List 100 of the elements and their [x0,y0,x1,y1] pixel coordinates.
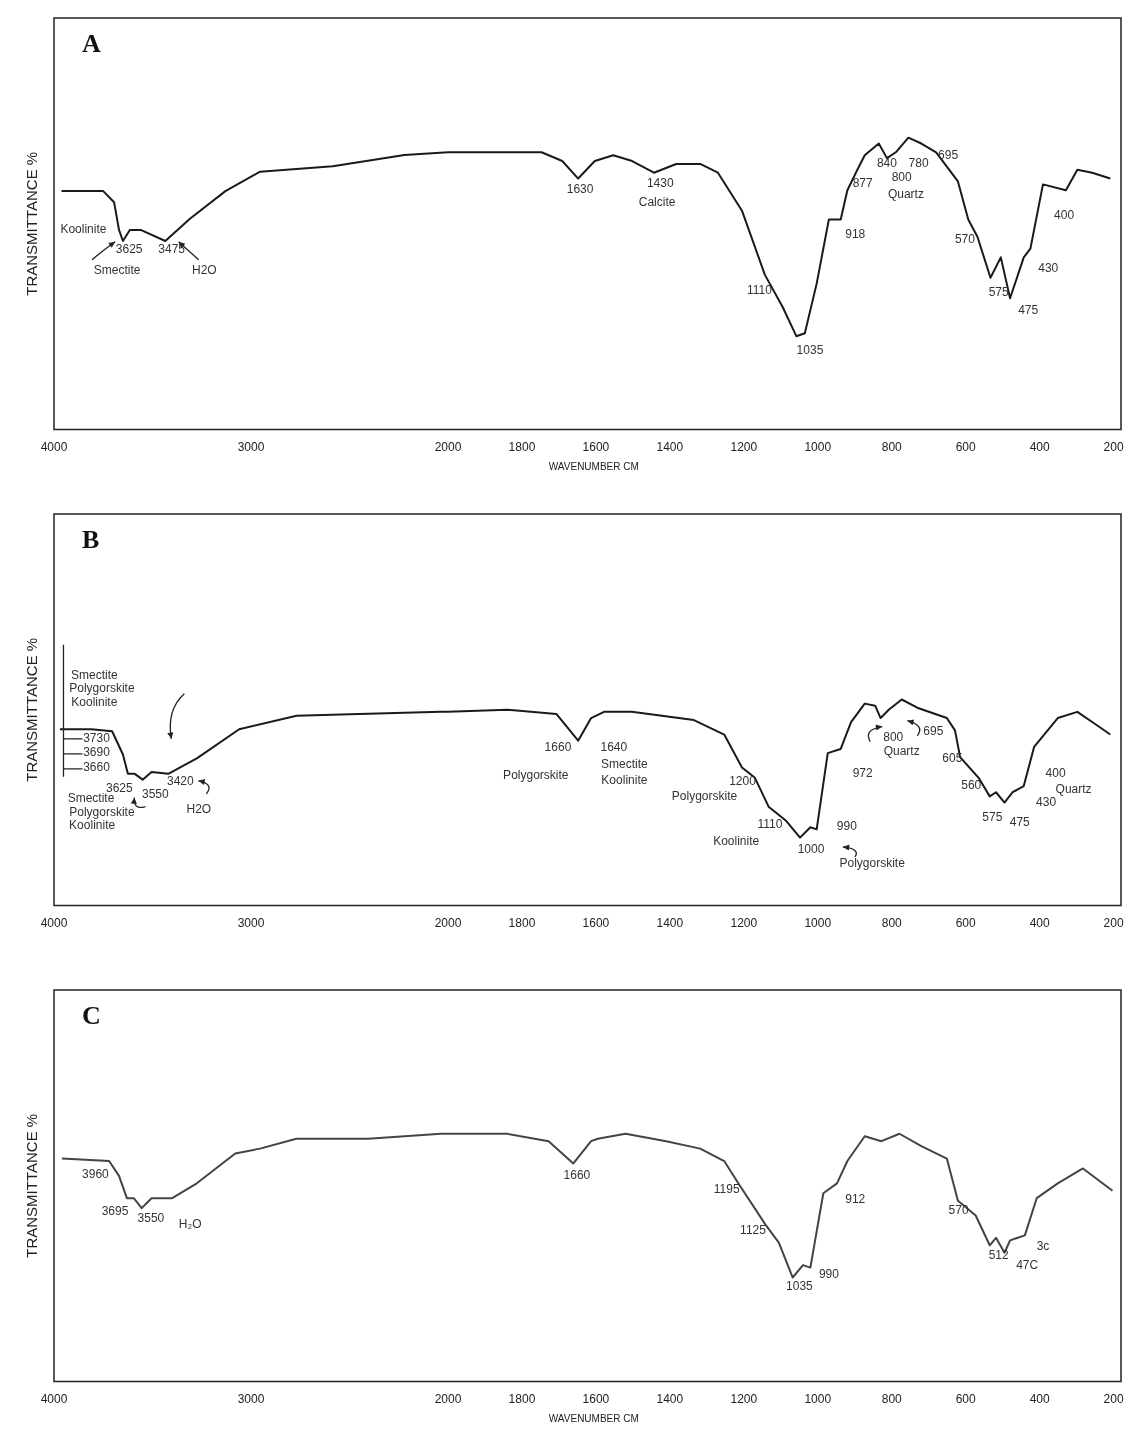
annotation: 560 [961,778,982,793]
annotation: 575 [988,284,1010,299]
x-tick-label: 3000 [237,440,265,455]
x-tick-label: 600 [955,1392,977,1407]
annotation: 3695 [101,1203,129,1218]
annotation: Calcite [638,195,676,210]
annotation: 3625 [115,242,143,257]
annotation: Koolinite [60,221,107,236]
x-tick-label: 3000 [237,1392,265,1407]
annotation: 912 [845,1192,866,1207]
x-tick-label: 1000 [804,440,832,455]
annotation: 1035 [786,1279,814,1294]
x-tick-label: 1400 [656,440,684,455]
x-tick-label: 600 [955,916,977,931]
annotation: 3960 [82,1167,110,1182]
x-tick-label: 2000 [434,916,462,931]
annotation: 1110 [757,817,783,832]
annotation: 877 [852,175,873,190]
x-tick-label: 3000 [237,916,265,931]
x-axis-title: WAVENUMBER CM [548,461,639,473]
annotation: Smectite [93,262,141,277]
annotation: Koolinite [69,818,116,833]
annotation: 972 [852,766,873,781]
annotation: 575 [982,809,1003,824]
chart-title: B [82,524,100,554]
annotation: 3c [1036,1239,1050,1254]
annotation: 1640 [600,739,628,754]
annotation: Quartz [883,744,920,759]
annotation: H₂O [178,1216,202,1231]
annotation: 570 [954,231,976,246]
y-axis-title: TRANSMITTANCE % [23,151,41,296]
annotation: 1195 [713,1182,740,1197]
annotation: 1000 [797,842,825,857]
annotation: Koolinite [713,834,760,849]
x-tick-label: 1600 [582,916,610,931]
x-tick-label: 2000 [434,1392,462,1407]
x-tick-label: 400 [1029,916,1050,931]
annotation: 1630 [566,181,594,196]
annotation: Polygorskite [69,804,135,819]
x-tick-label: 1200 [730,916,758,931]
annotation: 1660 [544,739,572,754]
annotation: Polygorskite [671,789,738,804]
annotation: 475 [1018,302,1039,317]
annotation: 1200 [729,774,757,789]
annotation: 1035 [796,343,824,358]
annotation: 3550 [137,1211,165,1226]
annotation: Quartz [1055,781,1092,796]
text: Koolinite [71,695,118,710]
x-tick-label: 200 [1103,916,1124,931]
annotation: 990 [818,1267,840,1282]
annotation: 695 [938,148,959,163]
annotation: Quartz [887,186,924,201]
annotation: 780 [908,156,929,171]
annotation: 1125 [740,1223,767,1238]
annotation: 3690 [83,745,111,760]
y-axis-title: TRANSMITTANCE % [23,637,41,782]
annotation: 400 [1054,208,1075,223]
x-tick-label: 800 [881,1392,903,1407]
annotation: 47C [1016,1258,1039,1272]
annotation: Polygorskite [503,767,569,782]
annotation: 3730 [83,731,111,746]
x-tick-label: 1200 [730,440,758,455]
annotation: 430 [1036,795,1057,810]
x-tick-label: 2000 [434,440,462,455]
annotation: 800 [891,169,913,184]
annotation: Polygorskite [839,855,906,870]
text: Polygorskite [69,680,135,695]
x-tick-label: 800 [881,916,903,931]
x-axis-title: WAVENUMBER CM [548,1413,639,1425]
x-tick-label: 1000 [804,1392,832,1407]
x-tick-label: 1600 [582,440,610,455]
annotation: 570 [948,1203,969,1218]
annotation: 3550 [141,787,169,802]
x-tick-label: 1200 [730,1392,758,1407]
chart-title: A [82,28,101,58]
annotation: H2O [186,801,212,816]
x-tick-label: 400 [1029,440,1050,455]
x-tick-label: 1400 [656,916,684,931]
annotation: 1660 [563,1167,591,1182]
annotation: 1110 [746,283,773,298]
annotation: 840 [876,156,898,171]
x-tick-label: 4000 [40,916,68,931]
x-tick-label: 1000 [804,916,832,931]
annotation: H2O [191,262,217,277]
x-tick-label: 400 [1029,1392,1050,1407]
x-tick-label: 1600 [582,1392,610,1407]
annotation: 3420 [167,774,195,789]
x-tick-label: 800 [881,440,903,455]
x-tick-label: 1800 [508,916,536,931]
x-tick-label: 200 [1103,1392,1124,1407]
x-tick-label: 4000 [40,440,68,455]
x-tick-label: 200 [1103,440,1124,455]
annotation: 800 [883,729,904,744]
annotation: 400 [1045,765,1066,780]
x-tick-label: 1800 [508,440,536,455]
annotation: 990 [836,819,858,834]
text: Smectite [70,667,118,682]
annotation: 1430 [646,175,674,190]
annotation: 512 [988,1248,1010,1263]
annotation: 430 [1038,260,1059,275]
